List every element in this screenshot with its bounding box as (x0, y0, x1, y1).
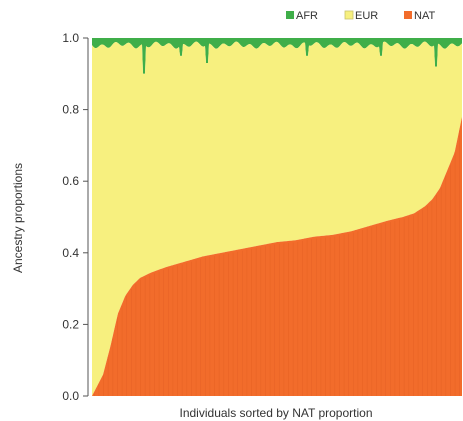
series-nat-area (92, 116, 462, 396)
legend-item-nat: NAT (404, 10, 435, 22)
legend-item-afr: AFR (286, 10, 318, 22)
y-axis-title: Ancestry proportions (11, 163, 25, 273)
y-tick-label: 0.4 (62, 246, 79, 260)
legend-label: AFR (296, 10, 318, 22)
y-tick-label: 1.0 (62, 31, 79, 45)
legend-swatch (344, 10, 354, 20)
y-tick-label: 0.8 (62, 103, 79, 117)
plot-area (92, 38, 462, 396)
legend-label: NAT (414, 10, 435, 22)
legend-item-eur: EUR (344, 10, 378, 22)
legend-swatch (404, 11, 412, 19)
axes: 0.0 0.2 0.4 0.6 0.8 1.0 (62, 31, 89, 403)
series-eur-area (92, 41, 462, 396)
x-axis-title: Individuals sorted by NAT proportion (180, 406, 373, 420)
legend: AFR EUR NAT (286, 10, 435, 22)
legend-label: EUR (355, 10, 378, 22)
individual-bar-lines (93, 129, 461, 396)
y-tick-label: 0.0 (62, 389, 79, 403)
series-afr-area (92, 38, 462, 74)
legend-swatch (286, 11, 294, 19)
y-tick-label: 0.6 (62, 174, 79, 188)
y-tick-label: 0.2 (62, 317, 79, 331)
